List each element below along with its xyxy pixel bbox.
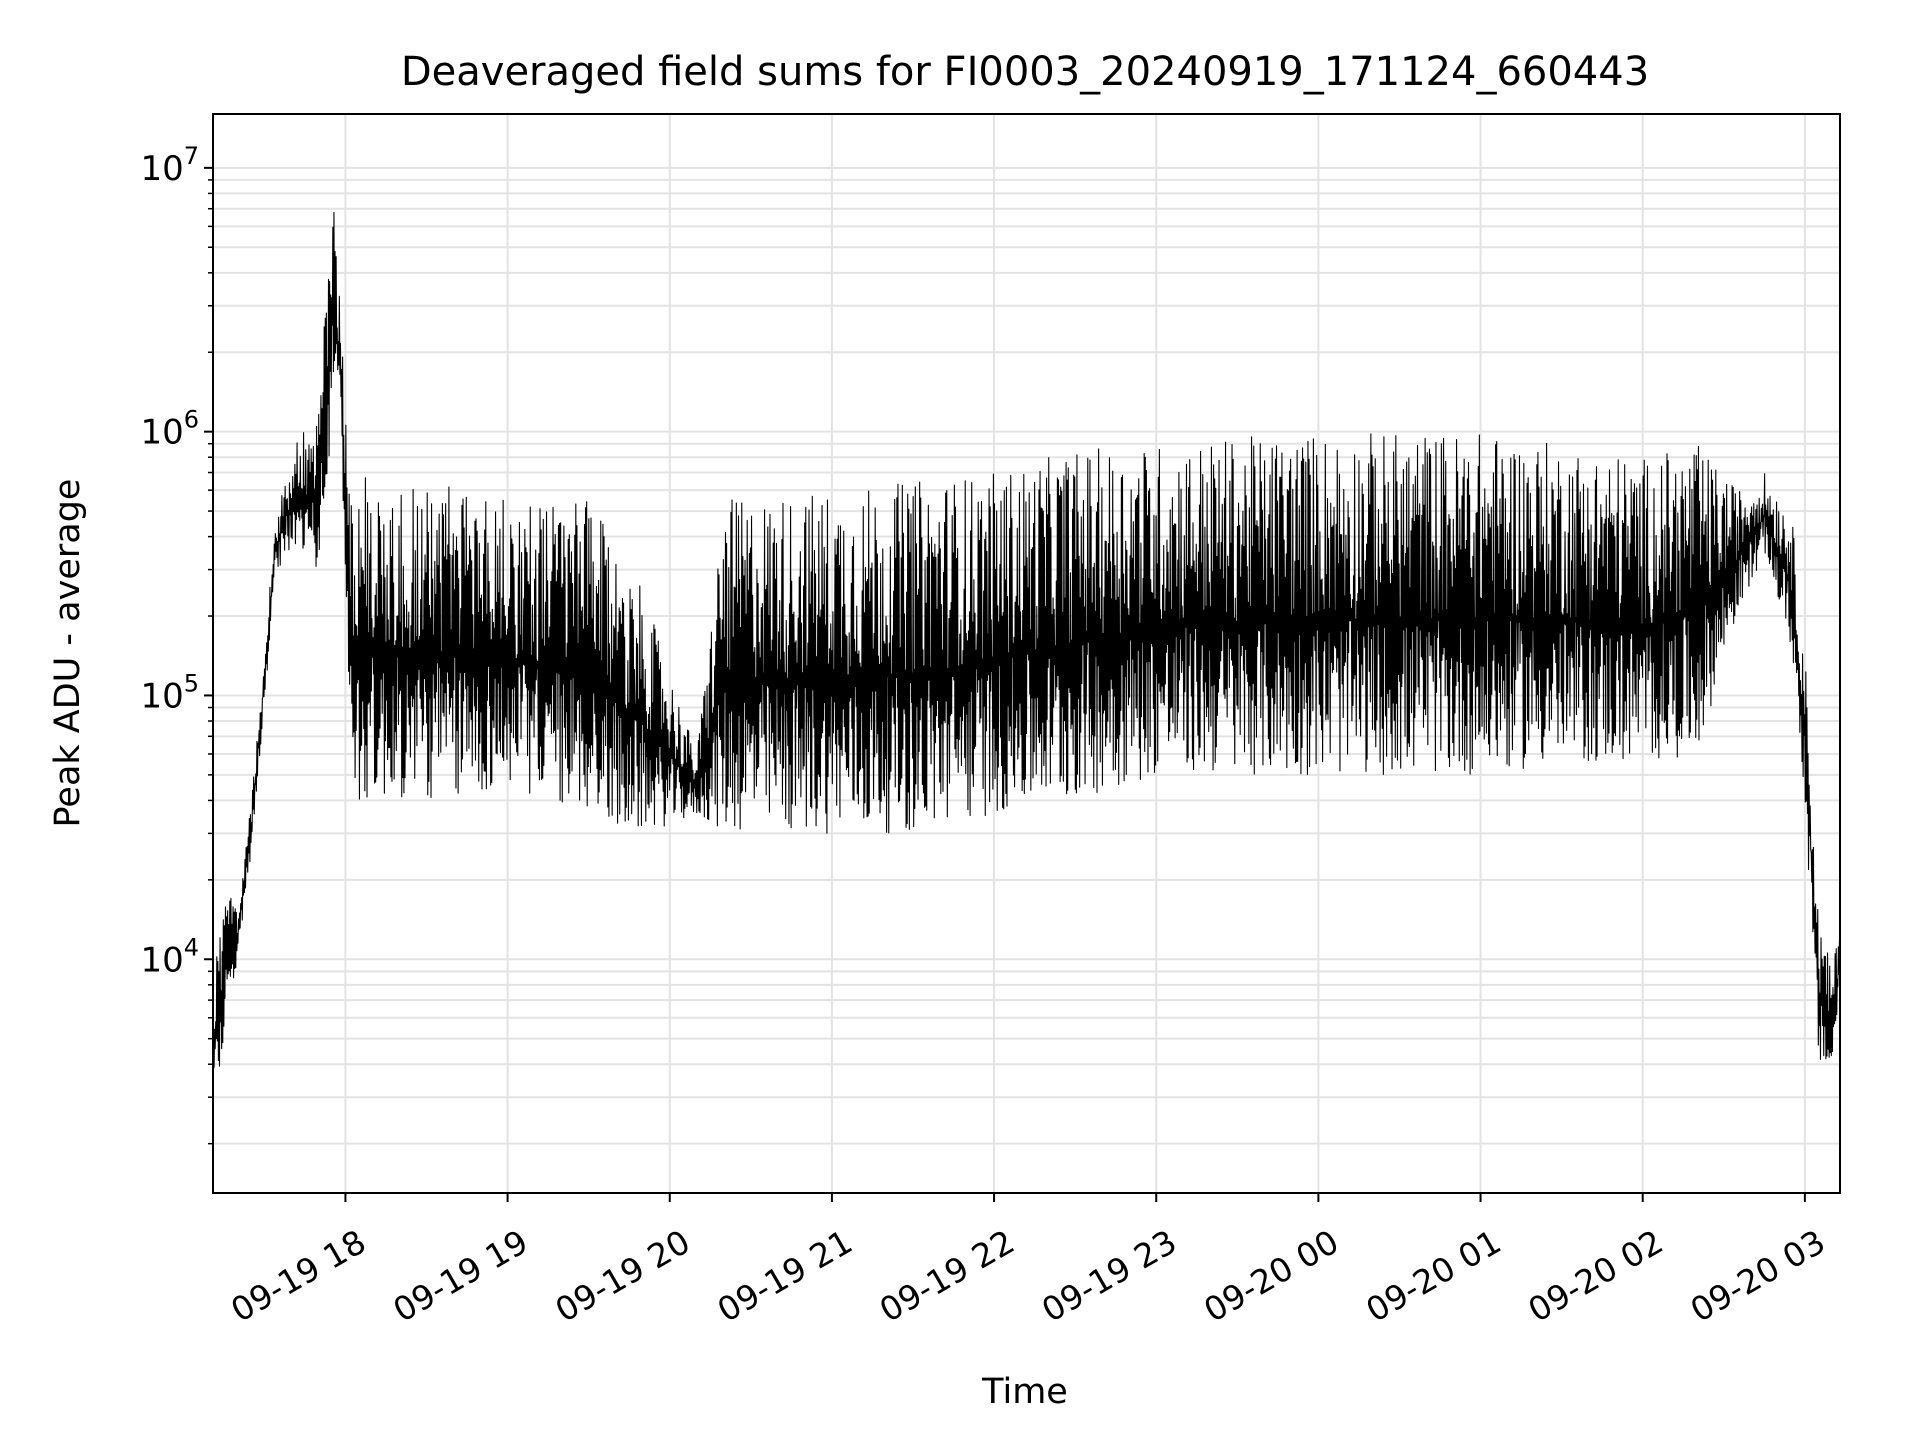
y-axis: 104 105 106 107 [140,142,213,1145]
y-tick-label: 107 [140,142,199,189]
plot-frame [212,113,1841,1194]
y-tick-label: 104 [140,933,199,980]
x-axis-label: Time [981,1372,1068,1412]
series-line [212,212,1841,1097]
chart-title: Deaveraged field sums for FI0003_2024091… [401,49,1649,95]
y-tick-label: 105 [140,669,199,716]
y-axis-label: Peak ADU - average [48,479,88,828]
data-line [212,212,1841,1097]
y-tick-label: 106 [140,406,199,453]
grid [213,114,1840,1193]
